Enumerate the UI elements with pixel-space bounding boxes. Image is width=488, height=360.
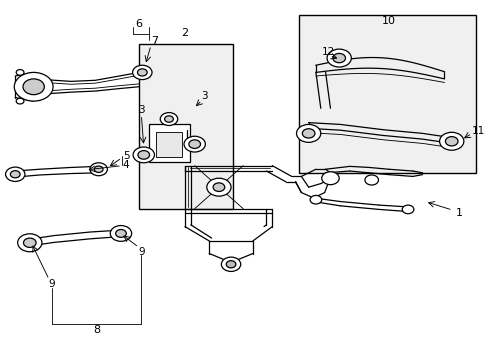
Circle shape: [160, 113, 177, 126]
Circle shape: [133, 147, 154, 163]
Text: 10: 10: [381, 17, 395, 27]
Text: 2: 2: [181, 28, 188, 38]
Circle shape: [226, 261, 235, 268]
FancyBboxPatch shape: [148, 125, 189, 162]
Circle shape: [16, 69, 24, 75]
Circle shape: [364, 175, 378, 185]
Circle shape: [309, 195, 321, 204]
Circle shape: [14, 72, 53, 101]
Circle shape: [445, 136, 457, 146]
Text: 4: 4: [122, 160, 129, 170]
Text: 3: 3: [138, 105, 144, 115]
Text: 8: 8: [93, 325, 100, 335]
Circle shape: [5, 167, 25, 181]
Circle shape: [94, 166, 103, 172]
Text: 7: 7: [151, 36, 158, 46]
Circle shape: [23, 79, 44, 95]
Text: 9: 9: [138, 247, 144, 257]
Circle shape: [115, 229, 126, 237]
Text: 3: 3: [201, 91, 207, 101]
Circle shape: [332, 53, 345, 63]
Text: 9: 9: [48, 279, 55, 289]
Circle shape: [110, 226, 131, 241]
Circle shape: [183, 136, 205, 152]
Circle shape: [90, 163, 107, 176]
Circle shape: [213, 183, 224, 192]
Circle shape: [132, 65, 152, 80]
Text: 1: 1: [454, 208, 462, 218]
Circle shape: [326, 49, 350, 67]
Circle shape: [137, 69, 147, 76]
Circle shape: [296, 125, 320, 142]
Circle shape: [221, 257, 240, 271]
Text: 12: 12: [321, 46, 334, 57]
Circle shape: [188, 140, 200, 148]
Circle shape: [23, 238, 36, 247]
FancyBboxPatch shape: [156, 132, 182, 157]
Bar: [298, 15, 475, 173]
Circle shape: [321, 172, 339, 185]
Circle shape: [10, 171, 20, 178]
Bar: [139, 44, 233, 209]
Circle shape: [18, 234, 42, 252]
Circle shape: [138, 150, 149, 159]
Circle shape: [439, 132, 463, 150]
Circle shape: [402, 205, 413, 214]
Text: 6: 6: [135, 19, 142, 29]
Circle shape: [302, 129, 314, 138]
Text: 11: 11: [471, 126, 485, 136]
Text: 5: 5: [122, 150, 129, 161]
Circle shape: [206, 178, 231, 196]
Circle shape: [164, 116, 173, 122]
Circle shape: [16, 98, 24, 104]
